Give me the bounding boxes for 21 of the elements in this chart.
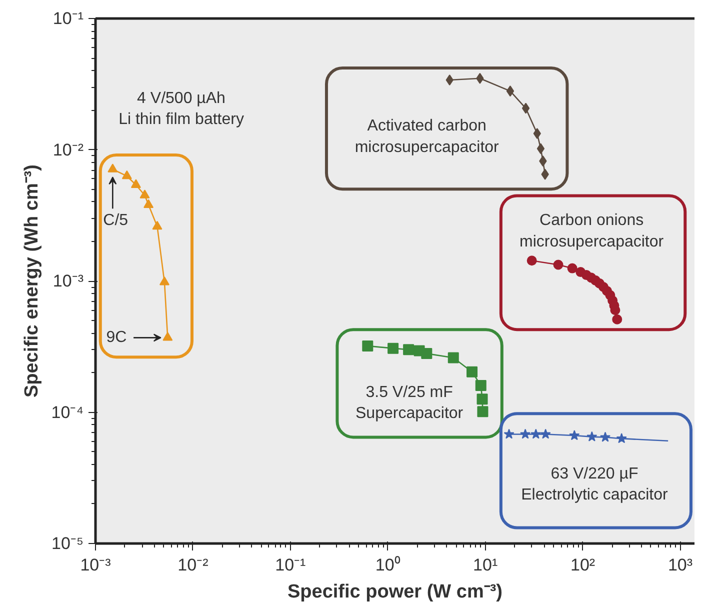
y-tick-label: 10⁻¹: [52, 9, 84, 28]
series-label: Carbon onions microsupercapacitor: [520, 212, 664, 250]
y-tick-label: 10⁻⁵: [52, 534, 84, 553]
x-axis-title: Specific power (W cm⁻³): [287, 582, 503, 602]
annotation: C/5: [103, 212, 128, 229]
x-tick-label: 10³: [668, 556, 693, 574]
series-label: Activated carbon microsupercapacitor: [354, 118, 500, 156]
x-tick-label: 10⁻¹: [275, 556, 306, 574]
x-tick-label: 10⁰: [375, 556, 400, 574]
x-tick-label: 10¹: [473, 556, 498, 574]
text: 4 V/500 µAh Li thin film battery: [118, 90, 244, 128]
annotation: 9C: [106, 329, 127, 346]
x-tick-label: 10⁻²: [178, 556, 209, 574]
y-tick-label: 10⁻⁴: [51, 402, 84, 422]
y-axis-title: Specific energy (Wh cm⁻³): [21, 164, 42, 398]
x-tick-label: 10²: [570, 556, 596, 574]
series-label: 63 V/220 µF Electrolytic capacitor: [521, 465, 669, 504]
series-label: 3.5 V/25 mF Supercapacitor: [356, 384, 464, 422]
y-tick-label: 10⁻³: [52, 272, 84, 290]
x-tick-label: 10⁻³: [80, 556, 112, 574]
y-tick-label: 10⁻²: [52, 140, 84, 160]
